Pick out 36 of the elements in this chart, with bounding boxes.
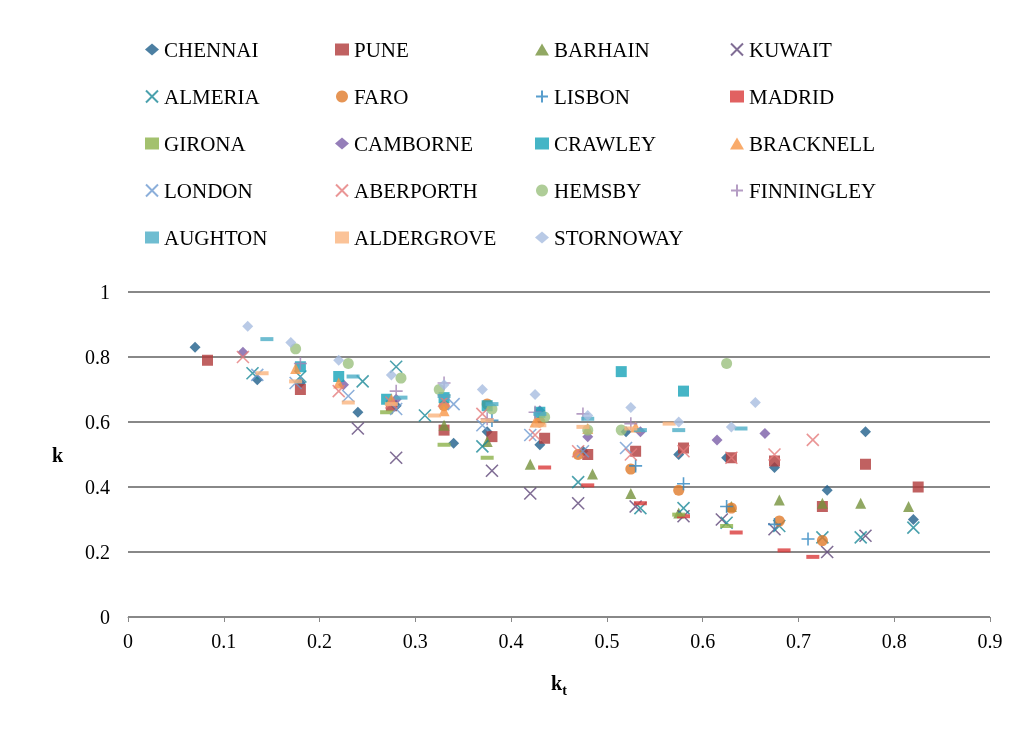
legend-label: BARHAIN [554, 37, 650, 62]
x-tick-label: 0.9 [977, 630, 1003, 652]
x-tick-label: 0.1 [211, 630, 237, 652]
legend-label: AUGHTON [164, 225, 268, 250]
x-tick-label: 0 [123, 630, 133, 652]
legend-label: MADRID [749, 84, 835, 109]
y-tick-label: 0.6 [85, 411, 110, 433]
legend-label: FINNINGLEY [749, 178, 877, 203]
x-tick-label: 0.7 [785, 630, 811, 652]
legend-label: KUWAIT [749, 37, 832, 62]
legend-label: STORNOWAY [554, 225, 684, 250]
legend-label: FARO [354, 84, 409, 109]
legend-label: CRAWLEY [554, 131, 657, 156]
x-tick-label: 0.5 [594, 630, 620, 652]
y-tick-label: 1 [100, 281, 110, 303]
y-axis-title: k [51, 443, 64, 466]
legend-label: ALDERGROVE [354, 225, 497, 250]
x-tick-label: 0.2 [307, 630, 333, 652]
x-tick-label: 0.4 [498, 630, 524, 652]
y-tick-label: 0.2 [85, 541, 110, 563]
x-tick-label: 0.3 [402, 630, 428, 652]
legend-label: HEMSBY [554, 178, 642, 203]
y-tick-label: 0 [100, 606, 110, 628]
x-tick-label: 0.8 [881, 630, 907, 652]
x-tick-label: 0.6 [690, 630, 716, 652]
legend-label: PUNE [354, 37, 409, 62]
legend-label: CAMBORNE [354, 131, 474, 156]
legend-label: CHENNAI [164, 37, 259, 62]
legend-label: LONDON [164, 178, 253, 203]
y-tick-label: 0.8 [85, 346, 110, 368]
legend-label: LISBON [554, 84, 630, 109]
legend-label: ABERPORTH [354, 178, 478, 203]
legend-label: ALMERIA [164, 84, 261, 109]
legend-label: BRACKNELL [749, 131, 875, 156]
legend-label: GIRONA [164, 131, 247, 156]
y-tick-label: 0.4 [85, 476, 110, 498]
